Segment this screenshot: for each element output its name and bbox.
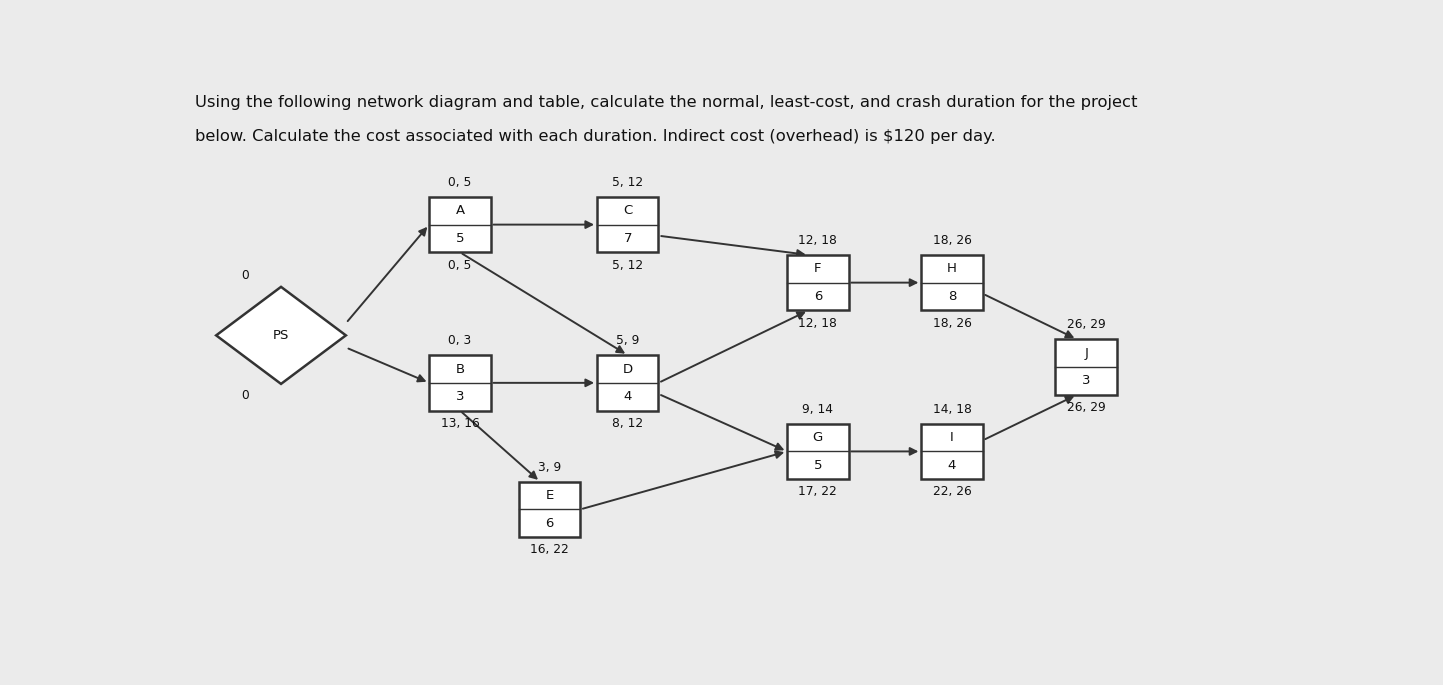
Text: J: J [1084,347,1088,360]
Text: 14, 18: 14, 18 [932,403,971,416]
Text: 5, 12: 5, 12 [612,176,644,189]
Text: PS: PS [273,329,289,342]
Text: H: H [947,262,957,275]
Text: 0, 5: 0, 5 [449,259,472,272]
FancyBboxPatch shape [921,255,983,310]
Text: 0, 3: 0, 3 [449,334,472,347]
Text: G: G [812,431,823,444]
Polygon shape [216,287,346,384]
Text: D: D [622,362,633,375]
Text: 8: 8 [948,290,957,303]
Text: 0: 0 [241,389,250,402]
Text: 26, 29: 26, 29 [1066,401,1105,414]
Text: 18, 26: 18, 26 [932,316,971,329]
FancyBboxPatch shape [921,424,983,479]
Text: 0, 5: 0, 5 [449,176,472,189]
FancyBboxPatch shape [1055,339,1117,395]
FancyBboxPatch shape [786,424,848,479]
Text: 4: 4 [623,390,632,403]
Text: B: B [456,362,465,375]
Text: 9, 14: 9, 14 [802,403,833,416]
Text: 17, 22: 17, 22 [798,486,837,499]
Text: I: I [949,431,954,444]
Text: below. Calculate the cost associated with each duration. Indirect cost (overhead: below. Calculate the cost associated wit… [195,129,996,144]
Text: 0: 0 [241,269,250,282]
Text: 5, 9: 5, 9 [616,334,639,347]
Text: 3, 9: 3, 9 [538,461,561,474]
Text: 8, 12: 8, 12 [612,417,644,430]
Text: 5, 12: 5, 12 [612,259,644,272]
Text: C: C [623,204,632,217]
Text: 26, 29: 26, 29 [1066,319,1105,332]
Text: 12, 18: 12, 18 [798,316,837,329]
FancyBboxPatch shape [597,355,658,410]
FancyBboxPatch shape [597,197,658,252]
Text: 7: 7 [623,232,632,245]
FancyBboxPatch shape [518,482,580,537]
Text: F: F [814,262,821,275]
Text: 4: 4 [948,459,957,472]
FancyBboxPatch shape [786,255,848,310]
Text: 3: 3 [456,390,465,403]
Text: E: E [545,489,554,502]
Text: 22, 26: 22, 26 [932,486,971,499]
Text: 16, 22: 16, 22 [530,543,569,556]
Text: 5: 5 [814,459,823,472]
Text: 13, 16: 13, 16 [440,417,479,430]
Text: 18, 26: 18, 26 [932,234,971,247]
Text: 3: 3 [1082,375,1091,388]
FancyBboxPatch shape [429,355,491,410]
Text: A: A [456,204,465,217]
FancyBboxPatch shape [429,197,491,252]
Text: 5: 5 [456,232,465,245]
Text: 6: 6 [814,290,823,303]
Text: 12, 18: 12, 18 [798,234,837,247]
Text: 6: 6 [545,516,554,530]
Text: Using the following network diagram and table, calculate the normal, least-cost,: Using the following network diagram and … [195,95,1137,110]
